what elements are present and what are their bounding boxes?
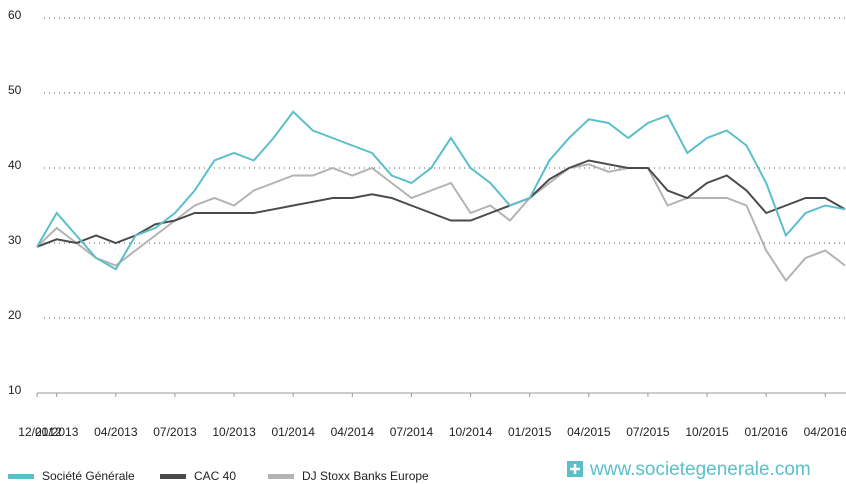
- x-tick-label: 07/2014: [390, 425, 434, 439]
- x-tick-label: 07/2015: [626, 425, 670, 439]
- x-tick-label: 04/2016: [804, 425, 846, 439]
- x-tick-label: 04/2015: [567, 425, 611, 439]
- legend-swatch: [160, 474, 186, 479]
- logo-plus: [570, 464, 580, 474]
- legend-swatch: [8, 474, 34, 479]
- x-tick-label: 10/2014: [449, 425, 493, 439]
- x-tick-label: 01/2015: [508, 425, 552, 439]
- series-line: [36, 163, 846, 283]
- x-tick-label: 12/2012: [18, 425, 62, 439]
- x-tick-label: 04/2013: [94, 425, 138, 439]
- x-tick-label: 01/2014: [271, 425, 315, 439]
- legend-swatch: [268, 474, 294, 479]
- y-tick-label: 40: [8, 158, 22, 172]
- y-tick-label: 50: [8, 83, 22, 97]
- x-tick-label: 01/2013: [35, 425, 79, 439]
- series-line: [36, 110, 846, 271]
- website: www.societegenerale.com: [589, 459, 811, 480]
- x-tick-label: 10/2015: [685, 425, 729, 439]
- y-tick-label: 20: [8, 308, 22, 322]
- legend-label: DJ Stoxx Banks Europe: [302, 469, 429, 483]
- y-tick-label: 60: [8, 8, 22, 22]
- y-tick-label: 10: [8, 383, 22, 397]
- legend-label: CAC 40: [194, 469, 236, 483]
- legend-label: Société Générale: [42, 469, 135, 483]
- x-tick-label: 04/2014: [331, 425, 375, 439]
- x-tick-label: 01/2016: [744, 425, 788, 439]
- y-tick-label: 30: [8, 233, 22, 247]
- series-line: [36, 159, 846, 248]
- x-tick-label: 10/2013: [212, 425, 256, 439]
- x-tick-label: 07/2013: [153, 425, 197, 439]
